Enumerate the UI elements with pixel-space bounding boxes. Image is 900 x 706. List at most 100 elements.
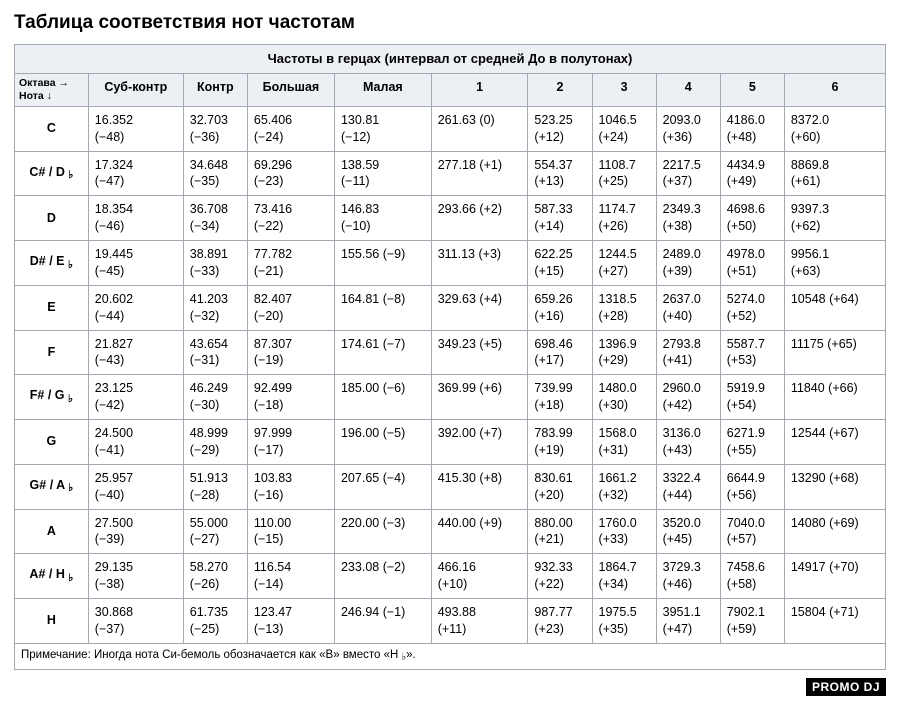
freq-cell: 830.61(+20)	[528, 464, 592, 509]
freq-cell: 12544 (+67)	[784, 420, 885, 465]
freq-cell: 21.827(−43)	[88, 330, 183, 375]
freq-cell: 38.891(−33)	[183, 241, 247, 286]
table-row: D# / E ♭19.445(−45)38.891(−33)77.782(−21…	[15, 241, 886, 286]
note-label: A# / H ♭	[15, 554, 89, 599]
note-label: E	[15, 285, 89, 330]
table-row: C# / D ♭17.324(−47)34.648(−35)69.296(−23…	[15, 151, 886, 196]
freq-cell: 6644.9(+56)	[720, 464, 784, 509]
table-row: C16.352(−48)32.703(−36)65.406(−24)130.81…	[15, 106, 886, 151]
freq-cell: 46.249(−30)	[183, 375, 247, 420]
note-label: F# / G ♭	[15, 375, 89, 420]
freq-cell: 77.782(−21)	[247, 241, 334, 286]
freq-cell: 3729.3(+46)	[656, 554, 720, 599]
table-row: D18.354(−46)36.708(−34)73.416(−22)146.83…	[15, 196, 886, 241]
freq-cell: 1318.5(+28)	[592, 285, 656, 330]
freq-cell: 523.25(+12)	[528, 106, 592, 151]
note-label: D# / E ♭	[15, 241, 89, 286]
freq-cell: 4186.0(+48)	[720, 106, 784, 151]
table-row: A# / H ♭29.135(−38)58.270(−26)116.54(−14…	[15, 554, 886, 599]
freq-cell: 65.406(−24)	[247, 106, 334, 151]
note-label: H	[15, 599, 89, 644]
freq-cell: 659.26(+16)	[528, 285, 592, 330]
freq-cell: 87.307(−19)	[247, 330, 334, 375]
column-header: 3	[592, 73, 656, 106]
freq-cell: 130.81(−12)	[334, 106, 431, 151]
freq-cell: 19.445(−45)	[88, 241, 183, 286]
freq-cell: 174.61 (−7)	[334, 330, 431, 375]
freq-cell: 17.324(−47)	[88, 151, 183, 196]
freq-cell: 8869.8(+61)	[784, 151, 885, 196]
freq-cell: 13290 (+68)	[784, 464, 885, 509]
note-label: G# / A ♭	[15, 464, 89, 509]
note-label: C	[15, 106, 89, 151]
note-label: F	[15, 330, 89, 375]
freq-cell: 2960.0(+42)	[656, 375, 720, 420]
freq-cell: 3951.1(+47)	[656, 599, 720, 644]
freq-cell: 622.25(+15)	[528, 241, 592, 286]
freq-cell: 2637.0(+40)	[656, 285, 720, 330]
freq-cell: 261.63 (0)	[431, 106, 528, 151]
freq-cell: 27.500(−39)	[88, 509, 183, 554]
freq-cell: 4978.0(+51)	[720, 241, 784, 286]
freq-cell: 3136.0(+43)	[656, 420, 720, 465]
freq-cell: 440.00 (+9)	[431, 509, 528, 554]
corner-header: Октава →Нота ↓	[15, 73, 89, 106]
freq-cell: 61.735(−25)	[183, 599, 247, 644]
flat-icon: ♭	[68, 169, 73, 181]
freq-cell: 932.33(+22)	[528, 554, 592, 599]
table-footnote: Примечание: Иногда нота Си-бемоль обозна…	[15, 643, 886, 670]
freq-cell: 15804 (+71)	[784, 599, 885, 644]
freq-cell: 110.00(−15)	[247, 509, 334, 554]
freq-cell: 1975.5(+35)	[592, 599, 656, 644]
column-header: Большая	[247, 73, 334, 106]
freq-cell: 16.352(−48)	[88, 106, 183, 151]
table-row: G24.500(−41)48.999(−29)97.999(−17)196.00…	[15, 420, 886, 465]
freq-cell: 32.703(−36)	[183, 106, 247, 151]
freq-cell: 10548 (+64)	[784, 285, 885, 330]
freq-cell: 9956.1(+63)	[784, 241, 885, 286]
freq-cell: 233.08 (−2)	[334, 554, 431, 599]
freq-cell: 146.83(−10)	[334, 196, 431, 241]
freq-cell: 55.000(−27)	[183, 509, 247, 554]
freq-cell: 7458.6(+58)	[720, 554, 784, 599]
freq-cell: 30.868(−37)	[88, 599, 183, 644]
freq-cell: 14080 (+69)	[784, 509, 885, 554]
freq-cell: 3322.4(+44)	[656, 464, 720, 509]
freq-cell: 698.46(+17)	[528, 330, 592, 375]
freq-cell: 11840 (+66)	[784, 375, 885, 420]
freq-cell: 73.416(−22)	[247, 196, 334, 241]
table-row: A27.500(−39)55.000(−27)110.00(−15)220.00…	[15, 509, 886, 554]
column-header: Суб-контр	[88, 73, 183, 106]
freq-cell: 1661.2(+32)	[592, 464, 656, 509]
freq-cell: 739.99(+18)	[528, 375, 592, 420]
freq-cell: 51.913(−28)	[183, 464, 247, 509]
freq-cell: 2093.0(+36)	[656, 106, 720, 151]
freq-cell: 36.708(−34)	[183, 196, 247, 241]
freq-cell: 7902.1(+59)	[720, 599, 784, 644]
freq-cell: 24.500(−41)	[88, 420, 183, 465]
freq-cell: 4434.9(+49)	[720, 151, 784, 196]
freq-cell: 1174.7(+26)	[592, 196, 656, 241]
freq-cell: 220.00 (−3)	[334, 509, 431, 554]
freq-cell: 92.499(−18)	[247, 375, 334, 420]
freq-cell: 6271.9(+55)	[720, 420, 784, 465]
freq-cell: 34.648(−35)	[183, 151, 247, 196]
freq-cell: 2349.3(+38)	[656, 196, 720, 241]
table-row: F# / G ♭23.125(−42)46.249(−30)92.499(−18…	[15, 375, 886, 420]
freq-cell: 97.999(−17)	[247, 420, 334, 465]
freq-cell: 7040.0(+57)	[720, 509, 784, 554]
freq-cell: 164.81 (−8)	[334, 285, 431, 330]
table-row: F21.827(−43)43.654(−31)87.307(−19)174.61…	[15, 330, 886, 375]
freq-cell: 185.00 (−6)	[334, 375, 431, 420]
freq-cell: 987.77(+23)	[528, 599, 592, 644]
freq-cell: 69.296(−23)	[247, 151, 334, 196]
freq-cell: 293.66 (+2)	[431, 196, 528, 241]
freq-cell: 1760.0(+33)	[592, 509, 656, 554]
freq-cell: 5587.7(+53)	[720, 330, 784, 375]
freq-cell: 392.00 (+7)	[431, 420, 528, 465]
column-header: Контр	[183, 73, 247, 106]
freq-cell: 5919.9(+54)	[720, 375, 784, 420]
freq-cell: 11175 (+65)	[784, 330, 885, 375]
table-row: H30.868(−37)61.735(−25)123.47(−13)246.94…	[15, 599, 886, 644]
column-header: 6	[784, 73, 885, 106]
